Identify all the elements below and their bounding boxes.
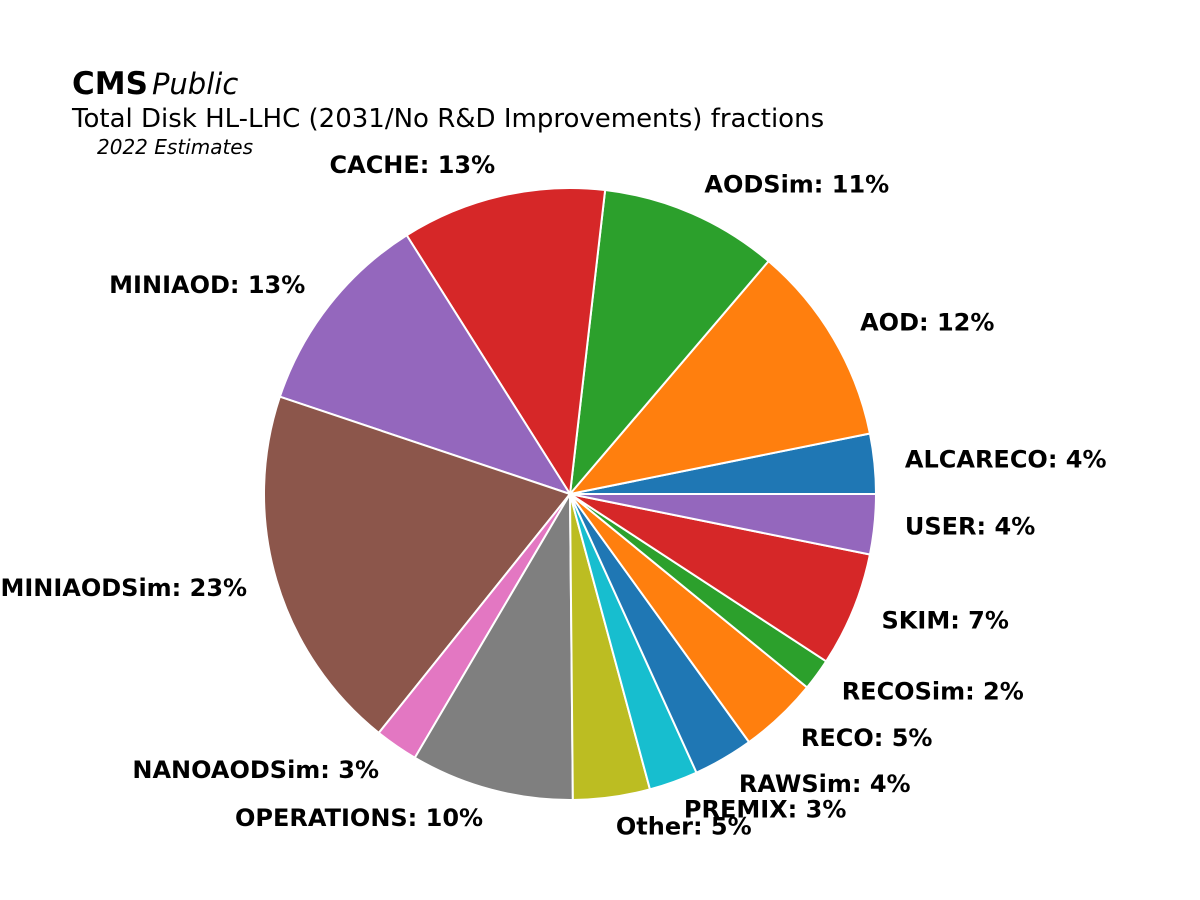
pie-label-rawsim: RAWSim: 4% xyxy=(739,770,911,798)
pie-slice-aod xyxy=(569,260,871,495)
pie-label-skim: SKIM: 7% xyxy=(882,607,1009,635)
pie-label-aodsim: AODSim: 11% xyxy=(704,170,889,198)
pie-label-recosim: RECOSim: 2% xyxy=(842,678,1024,706)
chart-title: Total Disk HL-LHC (2031/No R&D Improveme… xyxy=(72,104,825,134)
pie-slices xyxy=(263,187,877,801)
pie-label-aod: AOD: 12% xyxy=(860,308,994,336)
pie-label-miniaodsim: MINIAODSim: 23% xyxy=(0,574,247,602)
pie-slice-operations xyxy=(413,493,574,801)
pie-slice-user xyxy=(569,493,877,556)
pie-label-reco: RECO: 5% xyxy=(801,724,933,752)
pie-slice-aodsim xyxy=(569,189,770,495)
pie-label-nanoaodsim: NANOAODSim: 3% xyxy=(132,756,379,784)
pie-slice-miniaod xyxy=(278,234,571,495)
pie-label-premix: PREMIX: 3% xyxy=(684,796,846,824)
cms-label: CMS xyxy=(72,66,148,102)
public-label: Public xyxy=(151,67,239,101)
cms-header: CMS Public xyxy=(72,66,238,102)
pie-label-cache: CACHE: 13% xyxy=(330,151,496,179)
pie-labels: ALCARECO: 4% AOD: 12% AODSim: 11% CACHE: 13… xyxy=(0,151,1106,841)
pie-label-user: USER: 4% xyxy=(905,512,1035,540)
pie-label-other: Other: 5% xyxy=(616,813,752,841)
pie-label-miniaod: MINIAOD: 13% xyxy=(109,271,305,299)
pie-slice-cache xyxy=(405,187,607,495)
estimate-label: 2022 Estimates xyxy=(97,135,254,159)
pie-slice-miniaodsim xyxy=(263,395,571,734)
pie-label-operations: OPERATIONS: 10% xyxy=(235,804,483,832)
pie-label-alcareco: ALCARECO: 4% xyxy=(905,446,1107,474)
